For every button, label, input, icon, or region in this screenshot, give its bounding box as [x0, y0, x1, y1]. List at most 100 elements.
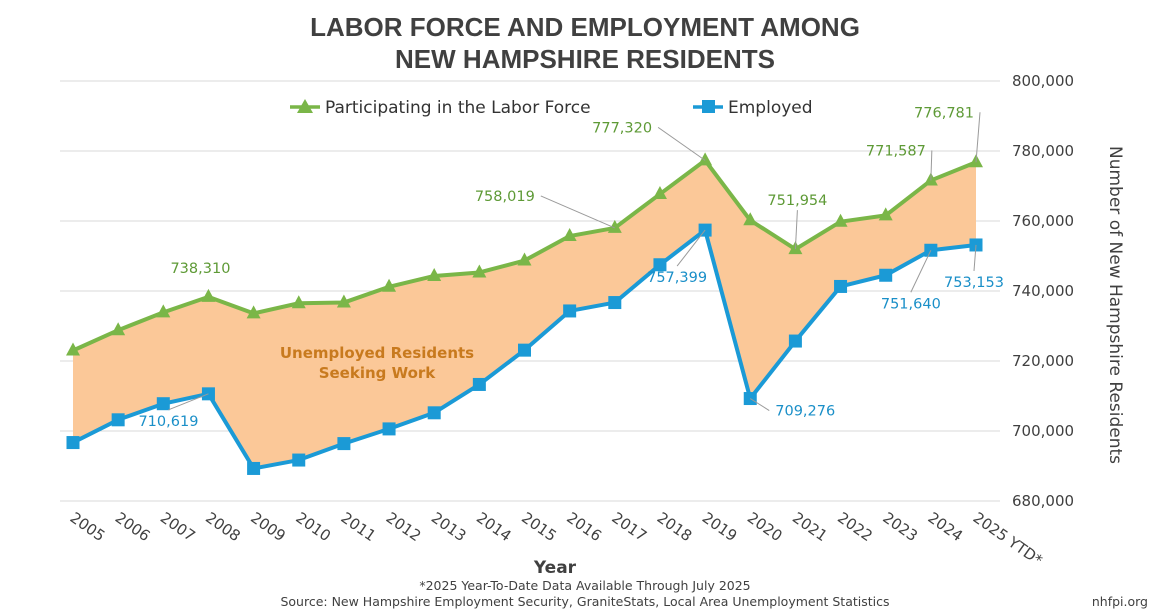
employed-point-11: [563, 304, 577, 318]
data-label-1-19: 751,640: [881, 296, 941, 312]
y-tick-label-4: 760,000: [1012, 212, 1074, 230]
data-label-1-3: 710,619: [138, 414, 198, 430]
x-tick-label-13: 2018: [654, 509, 696, 546]
employed-point-17: [834, 279, 848, 293]
employed-point-2: [156, 397, 170, 411]
data-label-0-12: 758,019: [475, 189, 535, 205]
labor-force-point-0: [66, 342, 80, 356]
employed-point-13: [653, 258, 667, 272]
data-label-0-16: 751,954: [767, 193, 827, 209]
y-tick-label-2: 720,000: [1012, 352, 1074, 370]
x-tick-label-16: 2021: [789, 509, 831, 546]
legend-square-icon: [702, 100, 715, 113]
shaded-area-label-line-1: Unemployed Residents: [280, 344, 474, 362]
labor-force-point-12: [607, 219, 622, 233]
labor-force-point-18: [878, 207, 893, 221]
labor-force-point-8: [427, 267, 442, 281]
footnote: *2025 Year-To-Date Data Available Throug…: [419, 578, 750, 593]
labor-force-point-7: [382, 278, 397, 292]
x-tick-label-19: 2024: [925, 509, 967, 546]
y-tick-label-0: 680,000: [1012, 492, 1074, 510]
employed-point-6: [337, 437, 351, 451]
employed-point-5: [292, 453, 306, 467]
labor-force-point-1: [111, 322, 126, 336]
x-tick-label-8: 2013: [428, 509, 470, 546]
labor-force-point-4: [246, 305, 261, 319]
x-tick-label-12: 2017: [609, 509, 651, 546]
x-tick-label-15: 2020: [744, 509, 786, 546]
data-label-0-14: 777,320: [592, 120, 652, 136]
leader-line-0-20: [975, 112, 981, 163]
x-tick-label-18: 2023: [879, 509, 921, 546]
labor-force-point-15: [743, 212, 758, 226]
x-tick-label-10: 2015: [518, 509, 560, 546]
data-labels-layer: 738,310 758,019 777,320 751,954 771,587 776,7…: [138, 105, 1004, 430]
leader-line-1-15: [749, 398, 770, 411]
x-tick-label-11: 2016: [563, 509, 605, 546]
employed-point-16: [788, 334, 802, 348]
x-tick-label-0: 2005: [67, 509, 109, 546]
markers-layer: [66, 152, 983, 475]
labor-force-point-3: [201, 288, 216, 302]
unemployed-gap-area: [73, 160, 976, 469]
employed-point-12: [608, 296, 622, 310]
employed-point-7: [382, 422, 396, 436]
y-tick-label-6: 800,000: [1012, 72, 1074, 90]
x-tick-label-2: 2007: [157, 509, 199, 546]
source-note: Source: New Hampshire Employment Securit…: [280, 594, 889, 609]
x-tick-label-6: 2011: [338, 509, 380, 546]
shaded-area-layer: [73, 160, 976, 469]
labor-force-point-17: [833, 213, 848, 227]
legend: Participating in the Labor Force Employe…: [290, 98, 813, 118]
y-tick-label-1: 700,000: [1012, 422, 1074, 440]
data-label-0-19: 771,587: [866, 143, 926, 159]
leader-line-0-12: [540, 195, 615, 229]
leader-line-0-16: [794, 210, 798, 250]
x-axis-label: Year: [533, 558, 577, 578]
employed-point-1: [111, 413, 125, 427]
x-tick-label-17: 2022: [834, 509, 876, 546]
x-tick-label-7: 2012: [383, 509, 425, 546]
y-axis-label: Number of New Hampshire Residents: [1105, 146, 1125, 464]
data-label-0-3: 738,310: [170, 261, 230, 277]
shaded-area-label-line-2: Seeking Work: [319, 364, 437, 382]
y-tick-label-3: 740,000: [1012, 282, 1074, 300]
legend-employed-label: Employed: [728, 98, 813, 118]
chart-title-line-2: NEW HAMPSHIRE RESIDENTS: [395, 44, 775, 74]
x-tick-label-20: 2025 YTD*: [970, 509, 1047, 570]
legend-triangle-icon: [297, 99, 313, 113]
leader-line-1-20: [973, 244, 977, 272]
legend-labor-force-label: Participating in the Labor Force: [325, 98, 591, 118]
leader-line-0-19: [930, 150, 933, 181]
employed-point-0: [66, 436, 80, 450]
y-tick-label-5: 780,000: [1012, 142, 1074, 160]
leader-line-1-3: [168, 393, 209, 411]
labor-force-point-5: [291, 295, 306, 309]
employed-point-9: [472, 377, 486, 391]
x-tick-label-14: 2019: [699, 509, 741, 546]
labor-force-point-9: [472, 264, 487, 278]
leader-line-1-14: [676, 229, 706, 267]
leader-line-0-14: [657, 126, 706, 161]
x-tick-label-3: 2008: [202, 509, 244, 546]
x-tick-label-1: 2006: [112, 509, 154, 546]
y-axis-ticks: 680,000 700,000 720,000 740,000 760,000 780,0…: [1012, 72, 1074, 510]
data-label-1-14: 757,399: [647, 270, 707, 286]
labor-force-point-14: [698, 152, 713, 166]
x-tick-label-9: 2014: [473, 509, 515, 546]
chart-title-line-1: LABOR FORCE AND EMPLOYMENT AMONG: [310, 12, 860, 42]
leader-line-1-19: [910, 250, 932, 293]
credit: nhfpi.org: [1092, 594, 1148, 609]
labor-force-point-10: [517, 252, 532, 266]
labor-force-point-6: [336, 294, 351, 308]
employed-point-18: [879, 268, 893, 282]
labor-force-point-11: [562, 228, 577, 242]
employed-point-8: [427, 406, 441, 420]
x-tick-label-4: 2009: [247, 509, 289, 546]
labor-force-point-13: [652, 186, 667, 200]
labor-force-point-2: [156, 304, 171, 318]
data-label-1-20: 753,153: [944, 275, 1004, 291]
employed-point-10: [518, 343, 531, 357]
x-tick-label-5: 2010: [292, 509, 334, 546]
